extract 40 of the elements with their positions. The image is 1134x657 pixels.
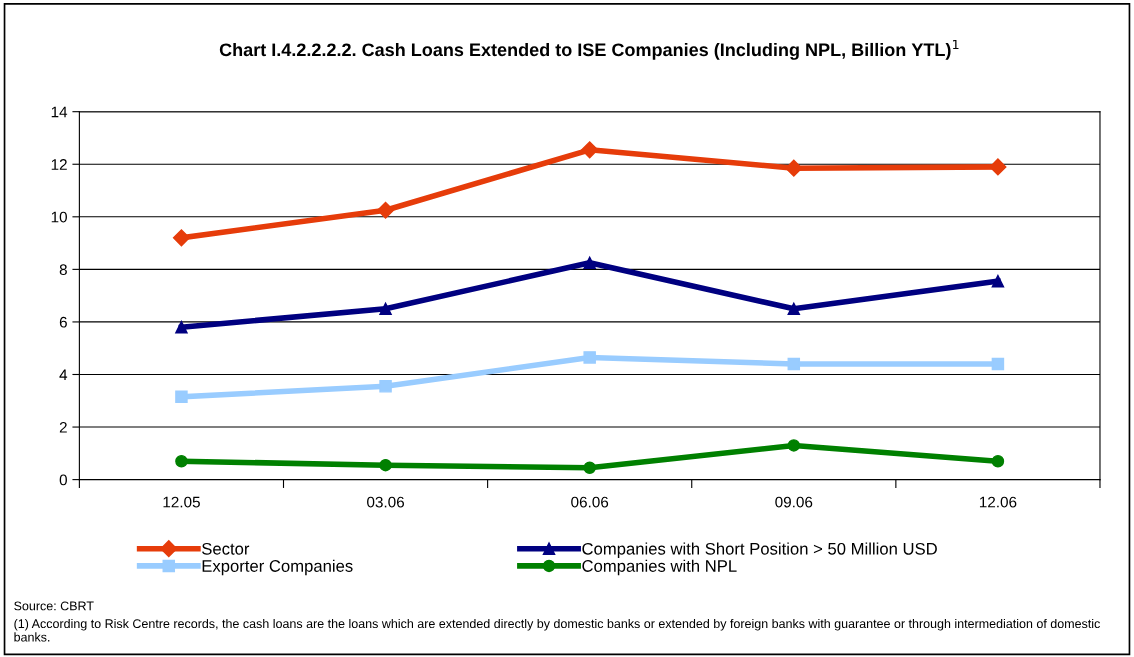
point bbox=[583, 461, 596, 475]
point bbox=[172, 229, 190, 247]
legend-label: Sector bbox=[202, 542, 250, 555]
point bbox=[989, 158, 1007, 176]
y-tick-label: 2 bbox=[59, 421, 67, 433]
y-tick-label: 10 bbox=[51, 211, 67, 223]
y-tick-label: 8 bbox=[59, 264, 67, 276]
point bbox=[785, 159, 803, 177]
x-tick-label: 03.06 bbox=[367, 496, 405, 508]
point bbox=[581, 141, 599, 159]
legend-label: Companies with Short Position > 50 Million USD bbox=[582, 542, 937, 558]
x-tick-label: 12.06 bbox=[979, 496, 1017, 508]
x-tick-label: 06.06 bbox=[571, 496, 609, 508]
point bbox=[175, 390, 188, 404]
y-tick-label: 12 bbox=[51, 159, 67, 170]
point bbox=[175, 320, 188, 334]
point bbox=[991, 274, 1005, 288]
point bbox=[787, 357, 801, 371]
y-tick-label: 0 bbox=[59, 474, 67, 486]
point bbox=[991, 357, 1005, 371]
y-tick-label: 4 bbox=[59, 369, 68, 381]
point bbox=[379, 302, 392, 316]
point bbox=[379, 458, 392, 472]
y-tick-label: 14 bbox=[51, 106, 68, 118]
point bbox=[787, 302, 801, 316]
point bbox=[583, 351, 596, 364]
point bbox=[377, 201, 395, 219]
point bbox=[583, 256, 596, 270]
y-tick-label: 6 bbox=[59, 316, 67, 328]
x-tick-label: 09.06 bbox=[775, 496, 813, 508]
x-tick-label: 12.05 bbox=[163, 496, 200, 508]
point bbox=[379, 380, 392, 393]
point bbox=[787, 439, 801, 452]
point bbox=[991, 454, 1005, 468]
legend-label: Companies with NPL bbox=[582, 559, 737, 576]
point bbox=[175, 454, 188, 468]
text: (1) According to Risk Centre records, the cash loans are the loans which are extended directly by domestic banks or extended by foreign banks with guarantee or through intermediation of domestic banks. bbox=[14, 618, 1100, 642]
chart-title: Chart I.4.2.2.2.2. Cash Loans Extended to ISE Companies (Including NPL, Billion YTL)$^{1}$ bbox=[219, 39, 959, 60]
source-note: Source: CBRT bbox=[14, 601, 94, 611]
legend-label: Exporter Companies bbox=[202, 559, 353, 576]
